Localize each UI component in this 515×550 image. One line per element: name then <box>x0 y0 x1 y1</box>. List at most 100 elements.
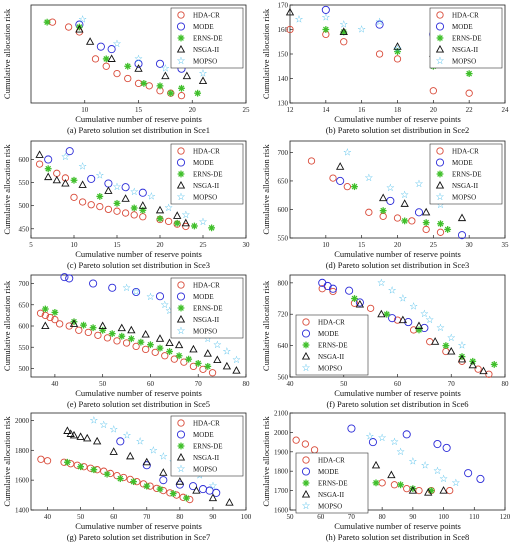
data-point-hda-cr <box>94 331 102 339</box>
data-point-mopso: ☆ <box>181 210 190 221</box>
data-point-hda-cr <box>87 201 95 209</box>
legend-marker-mode <box>176 158 186 167</box>
x-tick-label: 20 <box>189 106 197 114</box>
y-axis-label: Cumulative allocation risk <box>261 8 271 99</box>
x-tick-label: 22 <box>466 106 474 114</box>
y-tick-label: 550 <box>19 344 30 352</box>
legend-marker-mopso: ☆ <box>177 192 186 203</box>
data-point-mopso: ☆ <box>343 147 352 158</box>
data-point-nsga-ii <box>78 180 87 188</box>
data-point-hda-cr <box>130 211 138 219</box>
data-point-hda-cr <box>103 334 112 342</box>
data-point-mode <box>347 424 356 433</box>
legend-label: MOPSO <box>452 58 476 66</box>
data-point-hda-cr <box>408 217 416 225</box>
legend-label: MOPSO <box>452 194 476 202</box>
data-point-nsga-ii <box>222 361 232 370</box>
data-point-hda-cr <box>415 486 423 495</box>
data-point-nsga-ii <box>422 207 431 216</box>
data-point-nsga-ii <box>76 432 85 440</box>
legend-label: NSGA-II <box>452 182 479 190</box>
data-point-mopso: ☆ <box>294 15 303 26</box>
x-tick-label: 14 <box>322 106 330 114</box>
x-axis-label: Cumulative number of reserve points <box>75 114 202 124</box>
panel-caption: (b) Pareto solution set distribution in … <box>326 125 470 135</box>
data-point-hda-cr <box>485 370 493 378</box>
legend-marker-mode <box>435 158 445 167</box>
data-point-hda-cr <box>124 74 132 83</box>
x-tick-label: 100 <box>241 513 252 521</box>
x-tick-label: 60 <box>147 380 155 388</box>
data-point-mopso: ☆ <box>447 333 456 344</box>
data-point-mode <box>321 5 330 14</box>
data-point-mopso: ☆ <box>147 191 156 202</box>
data-point-nsga-ii <box>439 486 448 494</box>
data-point-nsga-ii <box>98 321 107 330</box>
legend-marker-hda-cr <box>177 11 185 19</box>
y-tick-label: 500 <box>19 202 30 210</box>
legend-label: NSGA-II <box>318 353 345 361</box>
chart-panel-1: 10 15 20 25 ☆ ☆ ☆ ☆ ☆ ☆ Cumulative number of reser… <box>2 4 250 135</box>
panel-caption: (d) Pareto solution set distribution in … <box>326 260 470 270</box>
data-point-mopso: ☆ <box>436 200 445 211</box>
data-point-erns-de <box>178 84 185 92</box>
data-point-mopso: ☆ <box>89 415 98 426</box>
y-tick-label: 1800 <box>274 468 289 476</box>
y-axis-label: Cumulative allocation risk <box>2 280 12 371</box>
legend-marker-nsga-ii <box>176 180 186 189</box>
data-point-mopso: ☆ <box>458 341 467 352</box>
data-point-nsga-ii <box>457 354 467 363</box>
data-point-nsga-ii <box>400 199 409 207</box>
legend-marker-mopso: ☆ <box>302 363 311 374</box>
x-tick-label: 15 <box>358 241 366 249</box>
y-tick-label: 1700 <box>274 487 289 495</box>
data-point-erns-de <box>372 479 380 487</box>
y-tick-label: 150 <box>278 51 289 59</box>
data-point-nsga-ii <box>377 309 386 318</box>
x-tick-label: 10 <box>322 241 330 249</box>
x-tick-label: 20 <box>157 241 165 249</box>
data-point-nsga-ii <box>141 329 150 338</box>
data-point-mode <box>404 318 413 327</box>
data-point-erns-de <box>437 220 444 228</box>
y-tick-label: 560 <box>278 374 289 382</box>
legend: HDA-CR MODE ERNS-DE NSGA-II ☆ MOPSO <box>429 7 503 69</box>
data-point-mode <box>134 59 143 68</box>
data-point-erns-de <box>204 362 212 370</box>
x-axis-label: Cumulative number of reserve points <box>334 388 461 398</box>
data-point-nsga-ii <box>52 175 61 184</box>
x-tick-label: 50 <box>287 513 295 521</box>
data-point-nsga-ii <box>161 71 170 80</box>
data-point-mopso: ☆ <box>400 190 409 201</box>
data-point-nsga-ii <box>44 172 53 181</box>
data-point-erns-de <box>116 475 124 483</box>
y-tick-label: 640 <box>278 342 289 350</box>
data-point-mode <box>89 279 98 288</box>
data-point-mopso: ☆ <box>436 323 445 334</box>
data-point-hda-cr <box>286 25 294 34</box>
panel-caption: (h) Pareto solution set distribution in … <box>326 532 470 542</box>
data-point-erns-de <box>175 352 183 360</box>
data-point-nsga-ii <box>208 493 218 502</box>
data-point-mopso: ☆ <box>109 424 118 435</box>
legend: HDA-CR MODE ERNS-DE NSGA-II ☆ MOPSO <box>429 143 503 205</box>
chart-panel-2: 12 14 16 18 20 22 24 130 140 150 160 170 ☆ ☆ ☆ ☆ ☆ ☆ ☆ Cumu… <box>261 2 509 136</box>
chart-panel-7: 4050607080901001400160018002000☆☆☆☆☆☆☆☆☆… <box>2 412 252 542</box>
data-point-mopso: ☆ <box>159 451 168 462</box>
data-point-mode <box>402 430 411 439</box>
legend-label: MOPSO <box>193 194 217 202</box>
data-point-hda-cr <box>161 352 169 360</box>
legend-label: HDA-CR <box>193 148 220 156</box>
data-point-erns-de <box>43 18 51 26</box>
data-point-mopso: ☆ <box>78 161 87 172</box>
data-point-mopso: ☆ <box>425 315 434 326</box>
data-point-mopso: ☆ <box>213 340 222 351</box>
data-point-mopso: ☆ <box>113 182 122 193</box>
data-point-mode <box>345 286 354 295</box>
data-point-nsga-ii <box>414 321 424 330</box>
data-point-hda-cr <box>151 348 159 356</box>
legend-marker-nsga-ii <box>176 44 186 53</box>
y-axis-label: Cumulative allocation risk <box>261 144 271 235</box>
data-point-erns-de <box>44 165 52 173</box>
